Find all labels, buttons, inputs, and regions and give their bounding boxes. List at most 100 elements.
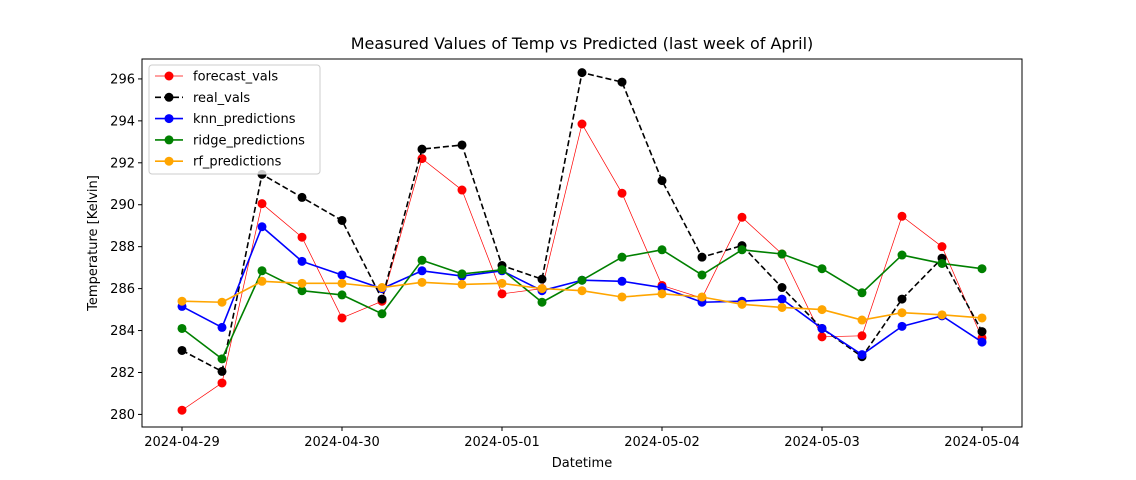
y-tick-label: 282 — [110, 366, 135, 381]
legend-marker — [164, 71, 174, 81]
rf-predictions-point — [857, 315, 867, 325]
legend: forecast_vals real_vals knn_predictionsrid… — [148, 64, 321, 175]
rf-predictions-point — [617, 292, 627, 302]
y-tick-label: 284 — [110, 324, 135, 339]
ridge-predictions-point — [417, 255, 427, 265]
forecast-vals-point — [897, 211, 907, 221]
x-tick-label: 2024-05-03 — [784, 435, 860, 450]
ridge-predictions-point — [977, 264, 987, 274]
rf-predictions-point — [657, 289, 667, 299]
ridge-predictions-point — [457, 269, 467, 279]
real-vals-point — [777, 283, 787, 293]
y-tick-label: 296 — [110, 72, 135, 87]
legend-box — [148, 64, 321, 175]
real-vals-point — [617, 77, 627, 87]
forecast-vals-point — [937, 242, 947, 252]
rf-predictions-point — [977, 313, 987, 323]
rf-predictions-point — [577, 286, 587, 296]
real-vals-point — [897, 294, 907, 304]
knn-predictions-point — [217, 322, 227, 332]
plot-frame — [141, 58, 1023, 428]
rf-predictions-point — [257, 276, 267, 286]
ridge-predictions-point — [177, 323, 187, 333]
legend-label: forecast_vals — [193, 70, 278, 85]
y-tick-label: 294 — [110, 114, 135, 129]
real-vals-point — [417, 144, 427, 154]
y-tick-label: 280 — [110, 408, 135, 423]
ridge-predictions-point — [337, 290, 347, 300]
knn-predictions-point — [257, 222, 267, 232]
rf-predictions-point — [497, 278, 507, 288]
knn-predictions-point — [617, 276, 627, 286]
forecast-vals-point — [337, 313, 347, 323]
ridge-predictions-point — [697, 270, 707, 280]
real-vals-point — [457, 140, 467, 150]
rf-predictions-point — [337, 278, 347, 288]
y-axis-label: Temperature [Kelvin] — [86, 175, 101, 312]
rf-predictions-point — [537, 284, 547, 294]
x-tick-label: 2024-05-04 — [944, 435, 1020, 450]
legend-item-real-vals: real_vals — [155, 91, 250, 106]
y-tick-label: 290 — [110, 198, 135, 213]
legend-item-rf-predictions: rf_predictions — [155, 155, 282, 170]
real-vals-point — [297, 192, 307, 202]
real-vals-point — [337, 215, 347, 225]
ridge-predictions-series — [177, 245, 987, 364]
y-tick-label: 288 — [110, 240, 135, 255]
ridge-predictions-point — [777, 249, 787, 259]
knn-predictions-point — [657, 283, 667, 293]
ridge-predictions-point — [217, 354, 227, 364]
knn-predictions-point — [777, 294, 787, 304]
ridge-predictions-point — [257, 266, 267, 276]
real-vals-point — [537, 274, 547, 284]
forecast-vals-point — [257, 199, 267, 209]
legend-label: real_vals — [193, 91, 250, 106]
real-vals-point — [217, 366, 227, 376]
rf-predictions-point — [897, 308, 907, 318]
forecast-vals-point — [297, 232, 307, 242]
ridge-predictions-point — [297, 286, 307, 296]
legend-marker — [164, 114, 174, 124]
rf-predictions-point — [737, 299, 747, 309]
rf-predictions-series — [177, 276, 987, 325]
ridge-predictions-point — [497, 265, 507, 275]
x-tick-label: 2024-04-30 — [304, 435, 380, 450]
knn-predictions-point — [337, 270, 347, 280]
knn-predictions-point — [417, 266, 427, 276]
knn-predictions-point — [897, 321, 907, 331]
legend-label: ridge_predictions — [193, 133, 305, 148]
real-vals-series — [177, 68, 987, 376]
x-tick-label: 2024-04-29 — [144, 435, 220, 450]
real-vals-point — [377, 294, 387, 304]
y-axis: 280 282 284 286 288 290 292 294 296 — [110, 72, 142, 423]
real-vals-point — [697, 252, 707, 262]
rf-predictions-point — [457, 279, 467, 289]
real-vals-point — [577, 68, 587, 78]
forecast-vals-point — [497, 289, 507, 299]
ridge-predictions-point — [817, 264, 827, 274]
rf-predictions-point — [217, 297, 227, 307]
series-layer — [177, 68, 987, 415]
forecast-vals-point — [617, 188, 627, 198]
ridge-predictions-point — [897, 250, 907, 260]
ridge-predictions-point — [657, 245, 667, 255]
rf-predictions-point — [697, 292, 707, 302]
forecast-vals-point — [177, 405, 187, 415]
legend-marker — [164, 156, 174, 166]
legend-label: rf_predictions — [193, 155, 282, 170]
ridge-predictions-point — [617, 252, 627, 262]
rf-predictions-point — [177, 296, 187, 306]
ridge-predictions-point — [577, 275, 587, 285]
ridge-predictions-point — [937, 258, 947, 268]
legend-item-knn-predictions: knn_predictions — [155, 112, 296, 127]
forecast-vals-point — [577, 119, 587, 129]
real-vals-point — [657, 176, 667, 186]
forecast-vals-point — [457, 185, 467, 195]
forecast-vals-point — [857, 331, 867, 341]
x-tick-label: 2024-05-02 — [624, 435, 700, 450]
ridge-predictions-point — [857, 288, 867, 298]
forecast-vals-point — [817, 332, 827, 342]
x-axis-label: Datetime — [552, 456, 612, 471]
legend-item-forecast-vals: forecast_vals — [155, 70, 278, 85]
